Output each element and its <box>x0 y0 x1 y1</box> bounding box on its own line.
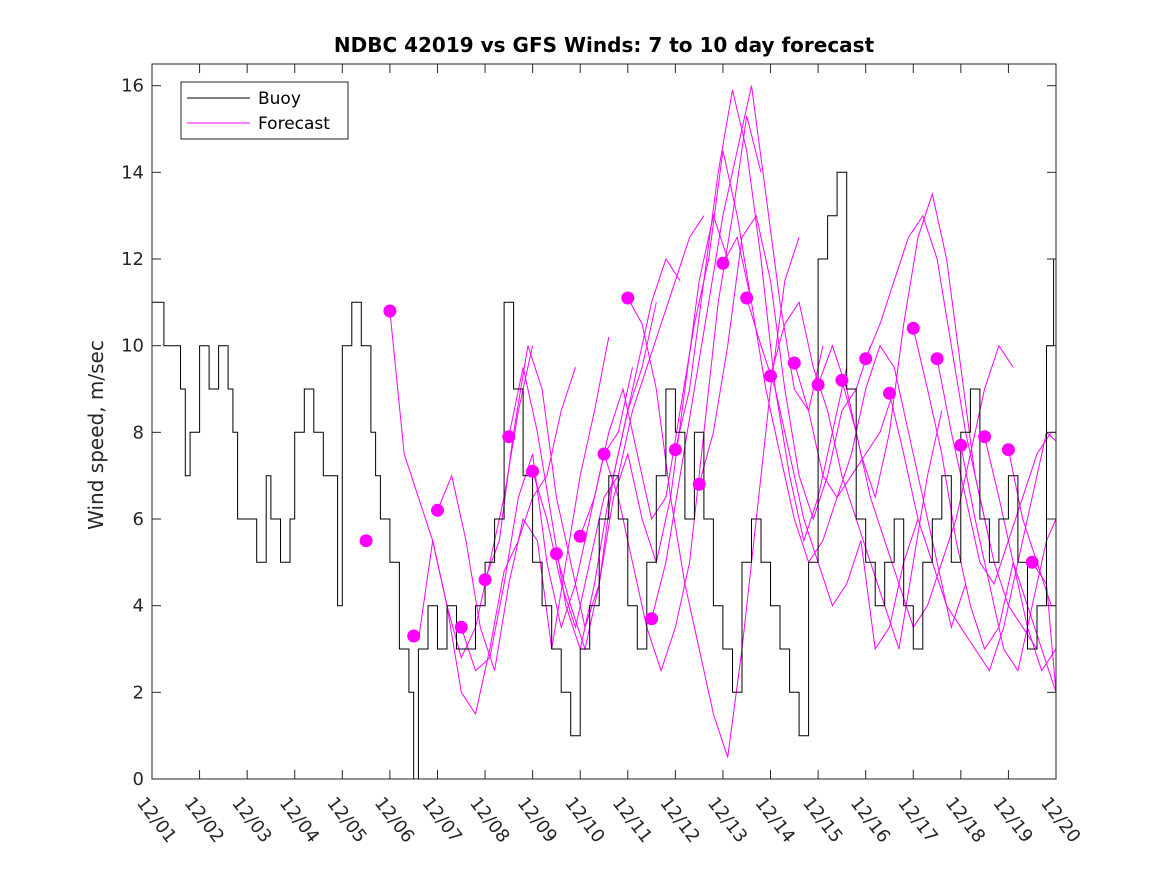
forecast-marker-18 <box>764 369 777 383</box>
y-tick-label: 10 <box>121 336 144 357</box>
buoy-line <box>152 171 1055 779</box>
forecast-marker-23 <box>883 386 896 400</box>
forecast-line-16 <box>746 297 919 651</box>
forecast-line-11 <box>627 237 800 758</box>
forecast-marker-28 <box>1001 443 1015 457</box>
y-tick-label: 0 <box>133 769 144 790</box>
forecast-line-6 <box>508 257 681 651</box>
forecast-line-3 <box>437 336 610 671</box>
plot-frame <box>151 63 1057 780</box>
forecast-line-26 <box>984 436 1056 672</box>
marker-layer <box>359 256 1039 643</box>
forecast-marker-12 <box>621 291 635 305</box>
forecast-marker-13 <box>645 612 659 626</box>
forecast-marker-29 <box>1025 555 1039 569</box>
y-tick-label: 14 <box>121 162 144 183</box>
forecast-marker-2 <box>383 304 397 318</box>
forecast-marker-3 <box>407 629 421 643</box>
y-tick-label: 8 <box>133 422 144 443</box>
forecast-marker-1 <box>359 534 373 548</box>
forecast-line-23 <box>912 328 1056 693</box>
forecast-marker-26 <box>954 438 968 452</box>
legend-box <box>180 81 349 140</box>
forecast-line-24 <box>936 358 1056 586</box>
y-tick-label: 12 <box>121 249 144 270</box>
forecast-marker-15 <box>692 477 706 491</box>
y-tick-label: 16 <box>121 76 144 97</box>
forecast-line-18 <box>793 344 967 630</box>
y-tick-label: 6 <box>133 509 144 530</box>
y-tick-label: 2 <box>133 682 144 703</box>
forecast-marker-4 <box>431 503 444 517</box>
forecast-line-25 <box>960 445 1056 672</box>
forecast-marker-6 <box>478 573 492 587</box>
forecast-line-14 <box>698 214 871 521</box>
forecast-marker-14 <box>668 443 682 457</box>
forecast-line-10 <box>603 115 762 673</box>
forecast-marker-16 <box>716 256 730 270</box>
y-axis-label: Wind speed, m/sec <box>84 340 108 530</box>
chart-title: NDBC 42019 vs GFS Winds: 7 to 10 day for… <box>334 33 875 57</box>
legend-buoy-label: Buoy <box>258 89 301 109</box>
series-layer <box>152 85 1056 779</box>
forecast-line-20 <box>841 344 1014 629</box>
forecast-marker-21 <box>835 373 849 387</box>
forecast-marker-20 <box>811 378 825 392</box>
forecast-line-2 <box>417 367 576 716</box>
forecast-marker-17 <box>740 291 754 305</box>
forecast-marker-19 <box>787 356 801 370</box>
forecast-marker-9 <box>549 547 563 561</box>
legend-forecast-label: Forecast <box>258 114 330 134</box>
forecast-marker-24 <box>906 321 920 335</box>
forecast-marker-10 <box>573 529 587 543</box>
forecast-marker-8 <box>526 464 540 478</box>
forecast-marker-7 <box>502 430 516 444</box>
forecast-marker-22 <box>859 352 873 366</box>
forecast-line-9 <box>579 150 752 537</box>
forecast-marker-11 <box>597 447 611 461</box>
forecast-marker-27 <box>978 430 992 444</box>
legend: Buoy Forecast <box>180 81 349 140</box>
forecast-line-12 <box>651 85 824 619</box>
forecast-marker-5 <box>454 620 468 634</box>
forecast-line-22 <box>889 393 1056 672</box>
y-tick-label: 4 <box>133 596 144 617</box>
forecast-marker-25 <box>930 352 944 366</box>
